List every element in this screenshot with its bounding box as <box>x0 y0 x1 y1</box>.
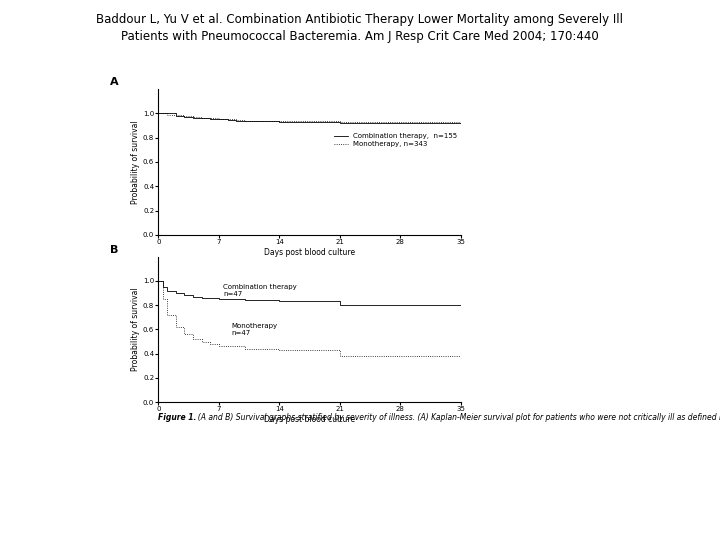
Text: Monotherapy
n=47: Monotherapy n=47 <box>232 323 278 336</box>
Text: Patients with Pneumococcal Bacteremia. Am J Resp Crit Care Med 2004; 170:440: Patients with Pneumococcal Bacteremia. A… <box>121 30 599 43</box>
X-axis label: Days post blood culture: Days post blood culture <box>264 248 355 257</box>
Text: B: B <box>110 245 118 255</box>
Text: A: A <box>110 77 119 87</box>
Text: Combination therapy
n=47: Combination therapy n=47 <box>223 284 297 297</box>
Y-axis label: Probability of survival: Probability of survival <box>131 288 140 371</box>
Text: Figure 1.: Figure 1. <box>158 413 197 422</box>
X-axis label: Days post blood culture: Days post blood culture <box>264 415 355 424</box>
Text: (A and B) Survival graphs stratified by severity of illness. (A) Kaplan-Meier su: (A and B) Survival graphs stratified by … <box>193 413 720 422</box>
Y-axis label: Probability of survival: Probability of survival <box>131 120 140 204</box>
Legend: Combination therapy,  n=155, Monotherapy, n=343: Combination therapy, n=155, Monotherapy,… <box>334 133 457 147</box>
Text: Baddour L, Yu V et al. Combination Antibiotic Therapy Lower Mortality among Seve: Baddour L, Yu V et al. Combination Antib… <box>96 14 624 26</box>
